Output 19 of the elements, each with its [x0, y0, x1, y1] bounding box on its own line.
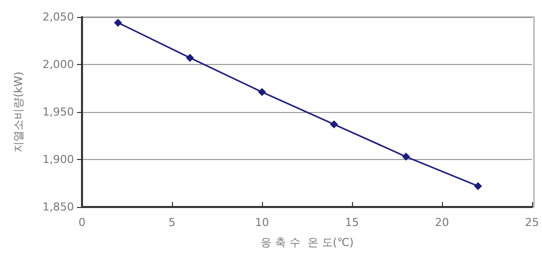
x-tick-label: 15	[345, 216, 359, 229]
x-tick-label: 5	[168, 216, 176, 229]
y-tick-label: 1,900	[42, 153, 74, 166]
y-axis-title: 지열소비량(kW)	[12, 72, 25, 152]
point	[114, 18, 122, 27]
x-tick-label: 0	[78, 216, 86, 229]
y-tick-label: 1,850	[42, 200, 74, 214]
point	[258, 88, 266, 96]
x-tick-label: 25	[525, 216, 539, 229]
x-tick-label: 10	[255, 216, 269, 229]
x-tick-label: 20	[435, 216, 449, 229]
point	[402, 152, 410, 161]
x-axis-title: 응 축 수 온 도(℃)	[260, 236, 354, 249]
y-tick-label: 1,950	[42, 106, 74, 118]
y-tick-label: 2,000	[42, 58, 74, 71]
point	[330, 120, 338, 128]
y-tick-label: 2,050	[42, 10, 74, 24]
point	[186, 54, 194, 62]
point	[474, 182, 482, 190]
